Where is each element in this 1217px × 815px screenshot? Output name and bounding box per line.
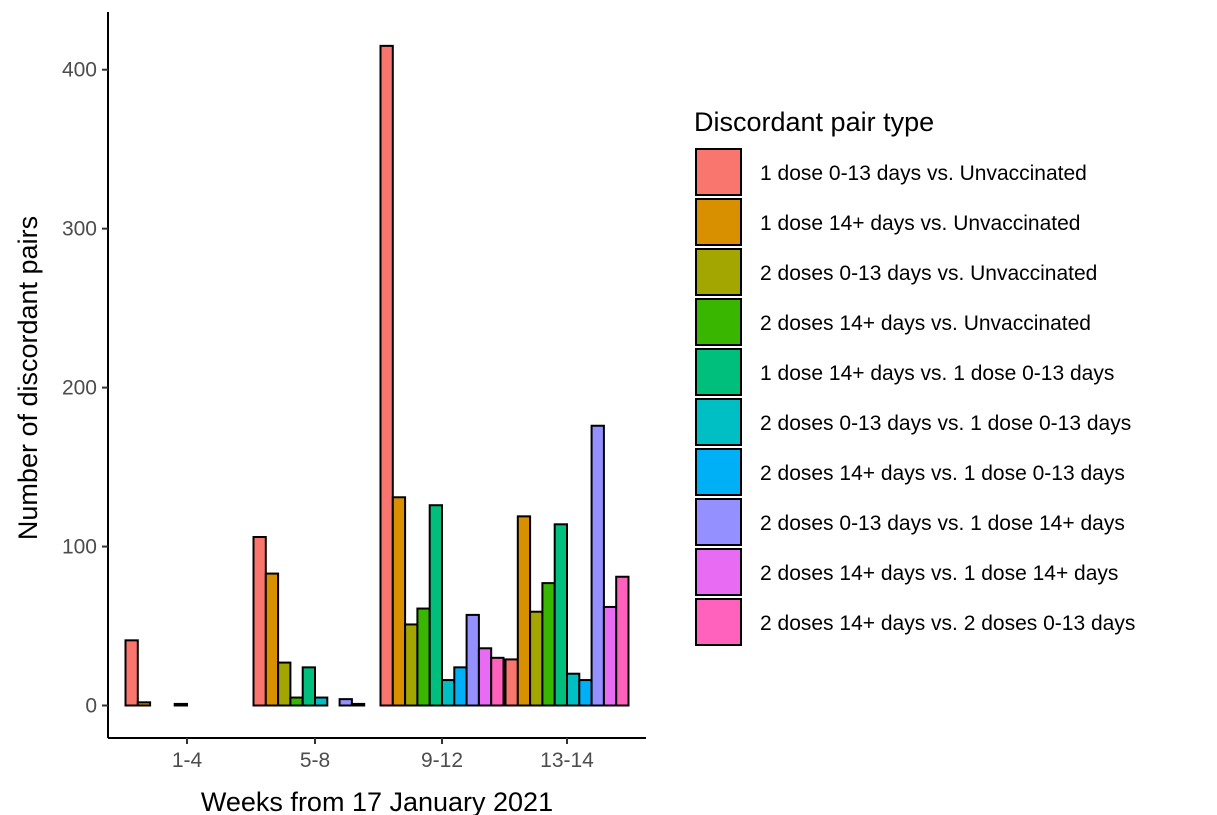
y-tick-label: 300 xyxy=(62,218,97,241)
x-tick-label: 13-14 xyxy=(540,749,594,772)
legend-label: 2 doses 14+ days vs. 2 doses 0-13 days xyxy=(760,612,1135,635)
legend-key xyxy=(695,598,742,646)
x-tick-label: 1-4 xyxy=(172,749,203,772)
bar xyxy=(477,647,493,707)
x-tick-label: 5-8 xyxy=(300,749,330,772)
bar xyxy=(314,696,329,707)
legend-key xyxy=(695,148,742,196)
y-tick-label: 200 xyxy=(62,377,97,400)
bar xyxy=(602,605,618,707)
legend-label: 1 dose 14+ days vs. 1 dose 0-13 days xyxy=(760,362,1114,385)
bar xyxy=(277,661,292,707)
bar xyxy=(136,701,152,707)
bar xyxy=(529,610,544,707)
bar xyxy=(441,679,456,707)
bar xyxy=(590,424,605,707)
bar xyxy=(301,666,317,707)
bar xyxy=(391,496,407,707)
bar xyxy=(578,679,593,707)
legend-key xyxy=(695,198,742,246)
bar xyxy=(173,702,188,707)
legend-key xyxy=(695,348,742,396)
y-tick-label: 400 xyxy=(62,59,97,82)
bar xyxy=(289,696,304,707)
bar xyxy=(453,666,468,707)
legend-label: 1 dose 0-13 days vs. Unvaccinated xyxy=(760,162,1087,185)
bar xyxy=(490,656,505,707)
y-tick-label: 100 xyxy=(62,536,97,559)
x-tick-label: 9-12 xyxy=(421,749,463,772)
bar xyxy=(264,572,280,707)
legend-key xyxy=(695,448,742,496)
legend-key xyxy=(695,498,742,546)
y-tick-label: 0 xyxy=(85,695,97,718)
y-axis-title: Number of discordant pairs xyxy=(13,216,43,540)
legend-label: 2 doses 14+ days vs. 1 dose 14+ days xyxy=(760,562,1118,585)
x-axis-title: Weeks from 17 January 2021 xyxy=(201,787,553,815)
legend-label: 1 dose 14+ days vs. Unvaccinated xyxy=(760,212,1080,235)
bar xyxy=(338,698,353,707)
bar xyxy=(404,623,419,707)
legend-key xyxy=(695,548,742,596)
legend-key xyxy=(695,398,742,446)
bar xyxy=(252,536,267,707)
legend-label: 2 doses 0-13 days vs. Unvaccinated xyxy=(760,262,1097,285)
bars-layer xyxy=(124,44,630,707)
bar xyxy=(416,607,431,707)
bar xyxy=(541,582,556,707)
bar xyxy=(379,44,394,707)
legend-label: 2 doses 0-13 days vs. 1 dose 14+ days xyxy=(760,512,1125,535)
bar xyxy=(504,658,519,707)
legend-key xyxy=(695,248,742,296)
legend-label: 2 doses 14+ days vs. 1 dose 0-13 days xyxy=(760,462,1125,485)
legend: 1 dose 0-13 days vs. Unvaccinated 1 dose … xyxy=(695,148,1135,646)
legend-key xyxy=(695,298,742,346)
bar xyxy=(428,504,444,707)
legend-title: Discordant pair type xyxy=(694,107,934,137)
axes-layer: 0 100 200 300 400 1-4 5-8 9-12 13-14 xyxy=(62,12,646,772)
bar xyxy=(566,672,581,707)
bar xyxy=(124,639,139,707)
bar xyxy=(553,523,569,707)
legend-label: 2 doses 14+ days vs. Unvaccinated xyxy=(760,312,1091,335)
bar xyxy=(516,515,532,707)
bar xyxy=(615,575,630,707)
legend-label: 2 doses 0-13 days vs. 1 dose 0-13 days xyxy=(760,412,1131,435)
bar xyxy=(350,702,366,707)
bar xyxy=(465,613,480,707)
